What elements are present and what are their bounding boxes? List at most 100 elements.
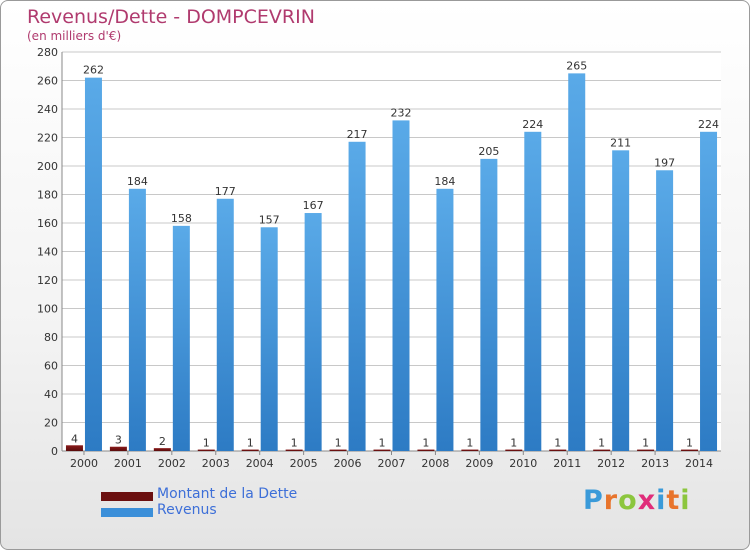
bar-dette <box>65 445 83 451</box>
data-label-dette: 1 <box>642 437 649 450</box>
chart-title: Revenus/Dette - DOMPCEVRIN <box>27 6 315 28</box>
y-tick-label: 20 <box>44 417 58 430</box>
bar-dette <box>329 449 347 451</box>
data-label-revenus: 177 <box>215 185 236 198</box>
logo-letter: r <box>603 485 619 516</box>
y-tick-label: 60 <box>44 360 58 373</box>
y-tick-label: 40 <box>44 388 58 401</box>
bar-dette <box>241 449 259 451</box>
bar-revenus <box>700 131 718 452</box>
x-tick-label: 2000 <box>70 457 98 470</box>
data-label-revenus: 184 <box>434 175 455 188</box>
bar-revenus <box>172 225 190 451</box>
data-label-dette: 1 <box>379 437 386 450</box>
y-tick-label: 200 <box>37 160 58 173</box>
bar-revenus <box>392 120 410 452</box>
data-label-revenus: 205 <box>478 145 499 158</box>
y-tick-label: 260 <box>37 75 58 88</box>
bar-dette <box>505 449 523 451</box>
y-tick-label: 100 <box>37 303 58 316</box>
data-label-revenus: 224 <box>522 118 543 131</box>
bar-revenus <box>84 77 102 452</box>
x-tick-label: 2006 <box>334 457 362 470</box>
x-tick-label: 2014 <box>685 457 713 470</box>
y-tick-label: 120 <box>37 274 58 287</box>
data-label-dette: 1 <box>510 437 517 450</box>
x-tick-label: 2012 <box>597 457 625 470</box>
data-label-revenus: 262 <box>83 64 104 77</box>
bar-revenus <box>568 73 586 451</box>
logo-letter: i <box>656 485 667 516</box>
bar-dette <box>153 448 171 451</box>
bar-revenus <box>128 188 146 452</box>
y-tick-label: 180 <box>37 189 58 202</box>
bar-dette <box>285 449 303 451</box>
bar-dette <box>197 449 215 451</box>
data-label-revenus: 158 <box>171 212 192 225</box>
legend-swatch-revenus <box>101 508 153 517</box>
data-label-dette: 1 <box>247 437 254 450</box>
data-label-revenus: 232 <box>391 106 412 119</box>
data-label-revenus: 157 <box>259 213 280 226</box>
proxiti-logo: Proxiti <box>583 485 691 516</box>
x-tick-label: 2004 <box>246 457 274 470</box>
x-tick-label: 2010 <box>509 457 537 470</box>
x-tick-label: 2005 <box>290 457 318 470</box>
x-tick-label: 2007 <box>378 457 406 470</box>
y-tick-label: 0 <box>51 445 58 458</box>
logo-letter: i <box>680 485 691 516</box>
bar-dette <box>461 449 479 451</box>
data-label-dette: 1 <box>291 437 298 450</box>
logo-letter: o <box>618 485 638 516</box>
legend-swatch-dette <box>101 492 153 501</box>
x-tick-label: 2008 <box>421 457 449 470</box>
data-label-revenus: 184 <box>127 175 148 188</box>
data-label-dette: 1 <box>554 437 561 450</box>
x-tick-label: 2013 <box>641 457 669 470</box>
data-label-dette: 2 <box>159 435 166 448</box>
x-tick-label: 2011 <box>553 457 581 470</box>
y-tick-label: 280 <box>37 46 58 59</box>
bar-revenus <box>216 198 234 451</box>
bar-revenus <box>480 158 498 451</box>
data-label-revenus: 217 <box>347 128 368 141</box>
data-label-dette: 3 <box>115 434 122 447</box>
x-tick-label: 2001 <box>114 457 142 470</box>
data-label-dette: 1 <box>335 437 342 450</box>
y-tick-label: 160 <box>37 217 58 230</box>
bar-dette <box>637 449 655 451</box>
legend-label-revenus: Revenus <box>157 502 217 518</box>
data-label-dette: 1 <box>203 437 210 450</box>
bar-revenus <box>524 131 542 452</box>
x-tick-label: 2002 <box>158 457 186 470</box>
chart-subtitle: (en milliers d'€) <box>27 29 122 43</box>
bar-revenus <box>304 213 322 451</box>
y-tick-label: 220 <box>37 132 58 145</box>
bar-revenus <box>260 227 278 451</box>
y-tick-label: 240 <box>37 103 58 116</box>
bar-dette <box>593 449 611 451</box>
bar-dette <box>681 449 699 451</box>
data-label-revenus: 224 <box>698 118 719 131</box>
x-tick-label: 2009 <box>465 457 493 470</box>
logo-letter: P <box>583 485 604 516</box>
data-label-dette: 1 <box>686 437 693 450</box>
bar-dette <box>373 449 391 451</box>
bar-dette <box>417 449 435 451</box>
data-label-revenus: 197 <box>654 156 675 169</box>
bar-revenus <box>348 141 366 451</box>
bar-revenus <box>612 150 630 451</box>
bar-dette <box>109 446 127 451</box>
data-label-dette: 1 <box>422 437 429 450</box>
data-label-dette: 4 <box>71 432 78 445</box>
logo-letter: t <box>666 485 681 516</box>
logo-letter: x <box>637 485 657 516</box>
data-label-revenus: 211 <box>610 136 631 149</box>
data-label-dette: 1 <box>598 437 605 450</box>
x-tick-label: 2003 <box>202 457 230 470</box>
bar-revenus <box>436 188 454 452</box>
bar-dette <box>549 449 567 451</box>
data-label-dette: 1 <box>466 437 473 450</box>
